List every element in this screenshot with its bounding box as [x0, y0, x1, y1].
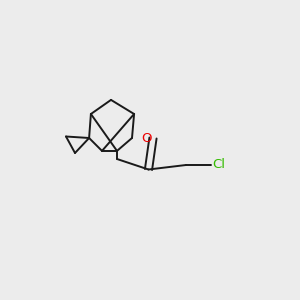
Text: Cl: Cl [212, 158, 226, 172]
Text: O: O [141, 131, 152, 145]
